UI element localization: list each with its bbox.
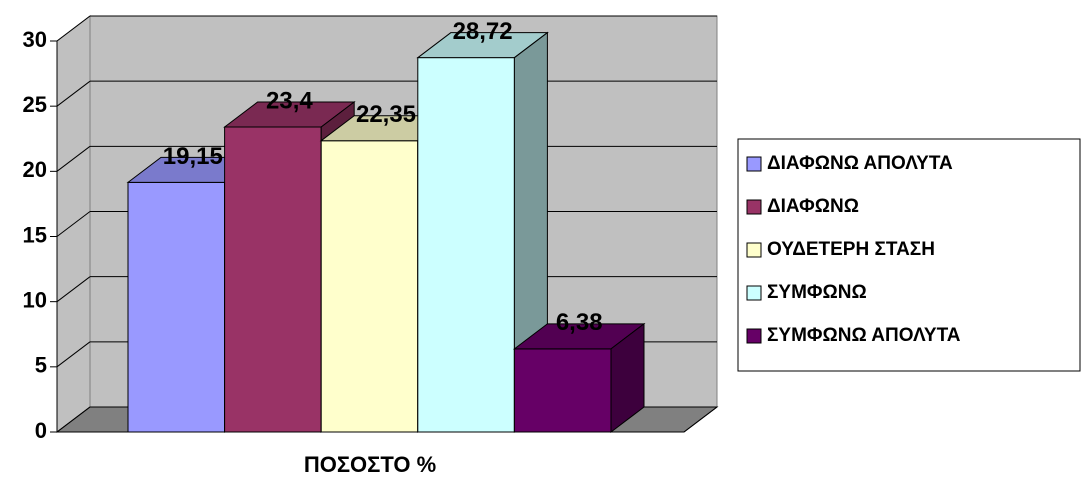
bar-side bbox=[610, 322, 645, 434]
x-category-label: ΠΟΣΟΣΤΟ % bbox=[304, 452, 436, 477]
bar-front bbox=[320, 140, 419, 433]
grid-line bbox=[56, 406, 91, 433]
y-tick-label: 25 bbox=[23, 92, 47, 117]
y-tick-label: 0 bbox=[35, 418, 47, 443]
legend-swatch bbox=[746, 199, 762, 215]
bar-front bbox=[127, 181, 226, 433]
legend-label: ΟΥΔΕΤΕΡΗ ΣΤΑΣΗ bbox=[767, 239, 935, 260]
legend-label: ΣΥΜΦΩΝΩ ΑΠΟΛΥΤΑ bbox=[767, 325, 961, 346]
grid-line bbox=[56, 145, 91, 172]
legend-swatch bbox=[746, 328, 762, 344]
y-tick-label: 30 bbox=[23, 27, 47, 52]
legend-label: ΔΙΑΦΩΝΩ bbox=[767, 196, 859, 217]
legend-box bbox=[737, 138, 1081, 372]
legend-label: ΔΙΑΦΩΝΩ ΑΠΟΛΥΤΑ bbox=[767, 153, 953, 174]
y-tick-label: 20 bbox=[23, 157, 47, 182]
data-label: 19,15 bbox=[163, 143, 223, 170]
grid-line bbox=[56, 211, 91, 237]
bar-front bbox=[224, 126, 322, 433]
grid-line bbox=[56, 276, 91, 303]
legend-swatch bbox=[746, 242, 762, 258]
legend-swatch bbox=[746, 156, 762, 172]
grid-line bbox=[56, 80, 91, 107]
bar-front bbox=[513, 348, 612, 433]
grid-line bbox=[56, 341, 91, 368]
y-tick-label: 5 bbox=[35, 353, 47, 378]
legend-label: ΣΥΜΦΩΝΩ bbox=[767, 282, 867, 303]
y-tick-label: 10 bbox=[23, 287, 47, 312]
data-label: 23,4 bbox=[266, 87, 313, 114]
y-tick-label: 15 bbox=[23, 222, 47, 247]
data-label: 22,35 bbox=[356, 101, 416, 128]
legend-swatch bbox=[746, 285, 762, 301]
data-label: 6,38 bbox=[556, 309, 603, 336]
grid-line bbox=[56, 15, 91, 42]
bar-front bbox=[417, 57, 515, 433]
x-axis-depth bbox=[683, 406, 718, 433]
data-label: 28,72 bbox=[453, 18, 513, 45]
